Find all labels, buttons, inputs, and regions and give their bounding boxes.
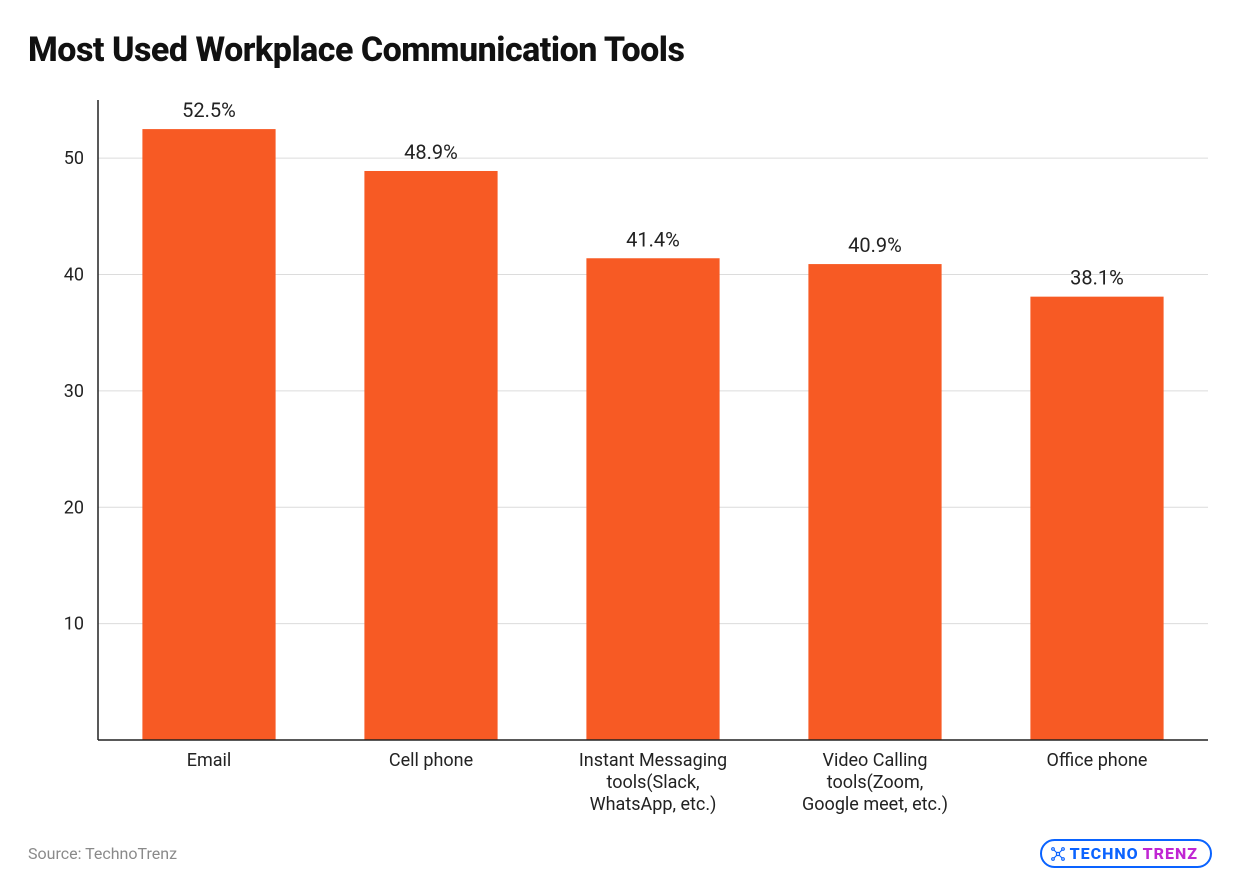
bar-value-label: 41.4% bbox=[626, 227, 680, 251]
bar bbox=[364, 171, 497, 740]
source-label: Source: TechnoTrenz bbox=[28, 844, 177, 863]
chart-title: Most Used Workplace Communication Tools bbox=[28, 30, 1212, 70]
y-tick-label: 20 bbox=[64, 497, 84, 518]
bar bbox=[586, 258, 719, 740]
category-label: Office phone bbox=[1047, 750, 1148, 771]
category-label: Email bbox=[187, 750, 232, 771]
bar bbox=[142, 129, 275, 740]
bar-value-label: 48.9% bbox=[404, 140, 458, 164]
bar bbox=[1030, 297, 1163, 740]
logo-circuit-icon bbox=[1050, 846, 1066, 862]
bar bbox=[808, 264, 941, 740]
y-tick-label: 10 bbox=[64, 614, 84, 635]
y-tick-label: 40 bbox=[64, 265, 84, 286]
bar-value-label: 40.9% bbox=[848, 233, 902, 257]
category-label: Video Callingtools(Zoom,Google meet, etc… bbox=[802, 750, 948, 815]
y-tick-label: 30 bbox=[64, 381, 84, 402]
logo-text-1: TECHNO bbox=[1070, 844, 1139, 863]
brand-logo: TECHNOTRENZ bbox=[1040, 839, 1212, 868]
category-label: Instant Messagingtools(Slack,WhatsApp, e… bbox=[579, 750, 727, 815]
category-label: Cell phone bbox=[389, 750, 473, 771]
y-tick-label: 50 bbox=[64, 148, 84, 169]
bar-value-label: 52.5% bbox=[182, 98, 236, 122]
logo-text-2: TRENZ bbox=[1143, 844, 1198, 863]
bar-value-label: 38.1% bbox=[1070, 266, 1124, 290]
bar-chart: 10 20 30 40 50 52.5% Email 48.9% Cell phone 41.4%… bbox=[28, 90, 1212, 830]
